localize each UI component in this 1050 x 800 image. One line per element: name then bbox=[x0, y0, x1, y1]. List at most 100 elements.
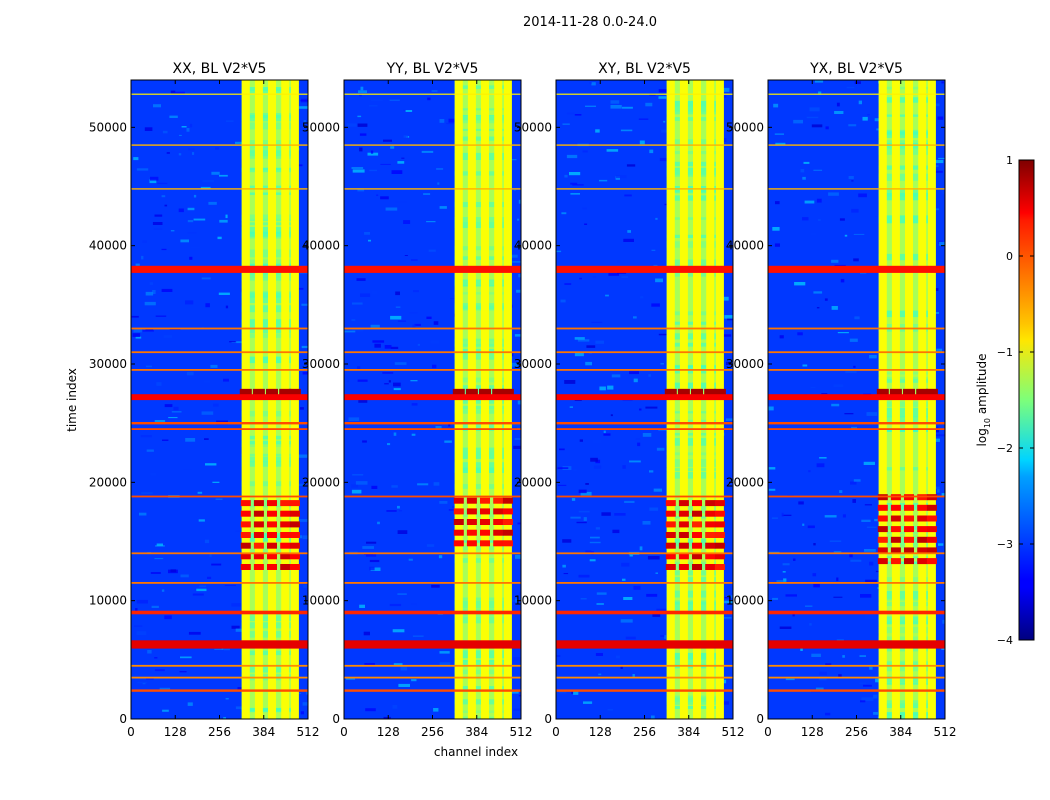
noise-cell bbox=[646, 593, 658, 597]
noise-cell bbox=[395, 200, 407, 204]
noise-cell bbox=[398, 683, 410, 687]
hot-cell bbox=[280, 564, 291, 570]
y-axis-label: time index bbox=[65, 368, 79, 432]
noise-cell bbox=[564, 283, 572, 285]
noise-cell bbox=[152, 222, 163, 225]
noise-cell bbox=[374, 343, 381, 348]
hot-cell bbox=[267, 521, 277, 528]
y-tick-label: 30000 bbox=[302, 357, 340, 371]
noise-cell bbox=[208, 201, 217, 205]
rfi-row bbox=[131, 552, 308, 555]
noise-cell bbox=[577, 339, 590, 342]
noise-cell bbox=[589, 81, 592, 84]
noise-cell bbox=[934, 312, 939, 314]
noise-cell bbox=[633, 316, 637, 319]
noise-cell bbox=[596, 603, 604, 605]
noise-cell bbox=[566, 112, 575, 115]
noise-cell bbox=[133, 157, 139, 161]
noise-cell bbox=[845, 371, 857, 373]
noise-cell bbox=[579, 277, 582, 280]
noise-cell bbox=[140, 435, 152, 438]
hot-cell bbox=[240, 500, 251, 507]
noise-cell bbox=[512, 261, 521, 263]
noise-cell bbox=[595, 129, 600, 133]
noise-cell bbox=[131, 315, 139, 318]
noise-cell bbox=[863, 461, 875, 465]
hot-cell bbox=[714, 500, 725, 507]
noise-cell bbox=[154, 214, 163, 217]
colorbar-tick-label: −1 bbox=[997, 346, 1013, 359]
noise-cell bbox=[393, 432, 397, 436]
y-tick-label: 40000 bbox=[726, 239, 764, 253]
noise-cell bbox=[792, 613, 795, 617]
noise-cell bbox=[218, 292, 230, 295]
noise-cell bbox=[151, 605, 159, 608]
hot-cell bbox=[267, 510, 277, 517]
noise-cell bbox=[180, 239, 189, 243]
noise-cell bbox=[658, 89, 670, 93]
rfi-row bbox=[344, 144, 521, 146]
noise-cell bbox=[370, 324, 380, 328]
noise-cell bbox=[197, 491, 203, 494]
hot-cell bbox=[877, 526, 888, 533]
noise-cell bbox=[150, 176, 159, 181]
noise-cell bbox=[557, 484, 567, 486]
noise-cell bbox=[819, 671, 827, 676]
noise-cell bbox=[866, 412, 878, 416]
noise-cell bbox=[219, 174, 228, 177]
noise-cell bbox=[133, 625, 143, 627]
noise-cell bbox=[659, 157, 667, 162]
rfi-row bbox=[768, 552, 945, 555]
noise-cell bbox=[818, 219, 821, 221]
hot-cell bbox=[714, 553, 725, 560]
noise-cell bbox=[380, 163, 391, 165]
noise-cell bbox=[359, 147, 363, 152]
noise-cell bbox=[391, 485, 398, 488]
hot-cell bbox=[493, 497, 504, 504]
noise-cell bbox=[615, 655, 620, 659]
noise-cell bbox=[142, 682, 146, 685]
hot-cell bbox=[253, 542, 264, 549]
noise-cell bbox=[785, 594, 797, 597]
noise-cell bbox=[802, 523, 805, 526]
noise-cell bbox=[620, 619, 633, 623]
noise-cell bbox=[726, 595, 733, 599]
noise-cell bbox=[589, 541, 601, 544]
noise-cell bbox=[825, 126, 829, 130]
noise-cell bbox=[352, 474, 364, 476]
noise-cell bbox=[563, 573, 569, 575]
noise-cell bbox=[360, 86, 364, 91]
hot-cell bbox=[904, 558, 914, 565]
noise-cell bbox=[358, 90, 367, 93]
hot-cell bbox=[280, 521, 291, 528]
noise-cell bbox=[149, 716, 161, 719]
y-tick-label: 40000 bbox=[514, 239, 552, 253]
noise-cell bbox=[431, 90, 438, 92]
noise-cell bbox=[174, 91, 185, 94]
noise-cell bbox=[372, 340, 385, 343]
rfi-row bbox=[131, 640, 308, 649]
noise-cell bbox=[186, 128, 190, 132]
noise-cell bbox=[389, 603, 402, 607]
noise-cell bbox=[647, 556, 660, 560]
noise-cell bbox=[873, 694, 878, 699]
noise-cell bbox=[162, 439, 169, 441]
noise-cell bbox=[510, 353, 514, 357]
hot-cell bbox=[466, 519, 477, 525]
x-tick-label: 128 bbox=[164, 725, 187, 739]
rfi-row bbox=[131, 327, 308, 330]
noise-cell bbox=[199, 585, 207, 588]
hot-cell bbox=[877, 558, 888, 565]
noise-cell bbox=[861, 519, 871, 522]
noise-cell bbox=[782, 563, 790, 566]
hot-cell bbox=[280, 532, 291, 538]
noise-cell bbox=[205, 303, 210, 308]
hot-cell bbox=[917, 547, 928, 554]
noise-cell bbox=[204, 438, 209, 440]
hot-cell bbox=[917, 558, 928, 565]
noise-cell bbox=[212, 481, 220, 483]
noise-cell bbox=[423, 193, 431, 195]
noise-cell bbox=[578, 489, 587, 494]
noise-cell bbox=[203, 380, 211, 383]
noise-cell bbox=[155, 545, 165, 547]
